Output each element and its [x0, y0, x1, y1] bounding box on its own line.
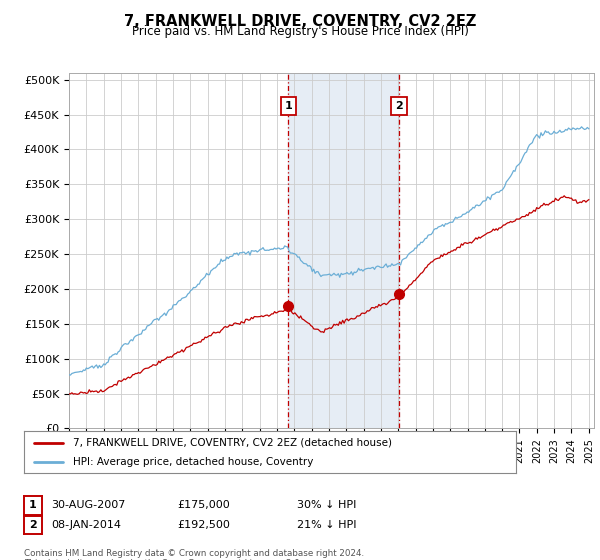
Text: 1: 1 — [284, 101, 292, 111]
Text: 7, FRANKWELL DRIVE, COVENTRY, CV2 2EZ (detached house): 7, FRANKWELL DRIVE, COVENTRY, CV2 2EZ (d… — [73, 437, 392, 447]
Text: 08-JAN-2014: 08-JAN-2014 — [51, 520, 121, 530]
Text: 21% ↓ HPI: 21% ↓ HPI — [297, 520, 356, 530]
Bar — [289, 73, 399, 428]
Text: 7, FRANKWELL DRIVE, COVENTRY, CV2 2EZ: 7, FRANKWELL DRIVE, COVENTRY, CV2 2EZ — [124, 14, 476, 29]
Text: HPI: Average price, detached house, Coventry: HPI: Average price, detached house, Cove… — [73, 457, 314, 467]
Text: £192,500: £192,500 — [177, 520, 230, 530]
Text: 30% ↓ HPI: 30% ↓ HPI — [297, 500, 356, 510]
Text: Contains HM Land Registry data © Crown copyright and database right 2024.
This d: Contains HM Land Registry data © Crown c… — [24, 549, 364, 560]
Text: 2: 2 — [29, 520, 37, 530]
Text: 2: 2 — [395, 101, 403, 111]
Text: £175,000: £175,000 — [177, 500, 230, 510]
Text: 30-AUG-2007: 30-AUG-2007 — [51, 500, 125, 510]
Text: 1: 1 — [29, 501, 37, 510]
Text: Price paid vs. HM Land Registry's House Price Index (HPI): Price paid vs. HM Land Registry's House … — [131, 25, 469, 38]
